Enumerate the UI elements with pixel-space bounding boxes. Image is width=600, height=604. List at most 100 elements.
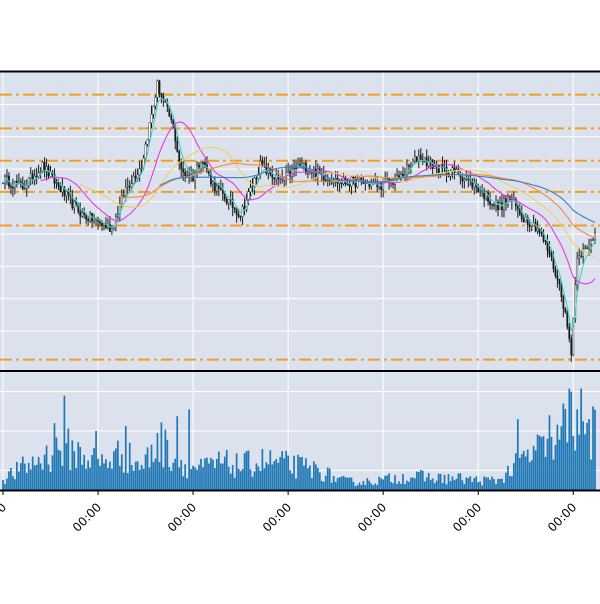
volume-bar [265, 462, 268, 490]
candle-body [295, 167, 297, 170]
volume-bar [198, 464, 200, 490]
x-tick-label: 00:00 [545, 500, 579, 534]
volume-bar [281, 451, 284, 490]
volume-bar [324, 475, 327, 490]
candle-body [358, 178, 361, 180]
volume-bar [586, 422, 588, 490]
candle-body [409, 164, 412, 167]
volume-bar [142, 468, 145, 490]
volume-bar [138, 469, 141, 490]
volume-bar [223, 456, 226, 490]
candle-body [348, 184, 351, 187]
candle-body [160, 93, 163, 97]
sma-20-line [40, 121, 596, 285]
candle-body [83, 212, 86, 215]
candle-body [303, 162, 305, 164]
volume-bar [305, 458, 307, 490]
volume-bar [528, 462, 531, 490]
volume-bar [350, 477, 353, 490]
volume-bar [53, 423, 56, 490]
volume-bar [392, 483, 394, 490]
candle-body [150, 114, 153, 123]
volume-bar [99, 465, 101, 490]
candle-body [180, 161, 183, 169]
volume-bar [109, 461, 111, 490]
candle-body [441, 164, 444, 168]
volume-bar [511, 476, 513, 490]
volume-bar [388, 473, 390, 490]
candle-body [204, 162, 206, 166]
volume-bar [271, 464, 274, 490]
candle-body [55, 182, 58, 184]
volume-bar [445, 484, 448, 490]
candle-body [528, 224, 531, 227]
candle-body [550, 254, 553, 257]
volume-bar [441, 482, 444, 490]
volume-bar [524, 456, 527, 490]
volume-bar [481, 485, 484, 490]
volume-bar [413, 478, 416, 490]
volume-bar [37, 456, 40, 490]
candle-body [568, 326, 571, 339]
volume-bar [57, 449, 60, 490]
volume-bar [116, 440, 119, 490]
candle-body [233, 207, 236, 210]
volume-bar [368, 480, 371, 490]
candle-body [239, 216, 242, 218]
volume-bar [103, 463, 105, 490]
volume-bar [406, 480, 408, 490]
volume-bar [111, 468, 113, 490]
volume-bar [455, 478, 458, 490]
volume-bar [124, 426, 127, 490]
candle-body [467, 178, 470, 180]
candle-body [95, 218, 97, 221]
volume-bar [344, 477, 347, 490]
candle-body [194, 172, 196, 181]
volume-bar [212, 459, 214, 490]
volume-bar [580, 388, 583, 490]
volume-bar [390, 482, 392, 490]
volume-bar [461, 480, 464, 490]
x-tick-label: 00:00 [165, 500, 199, 534]
x-tick-label: 00:00 [70, 500, 104, 534]
volume-bar [162, 467, 165, 490]
candle-body [584, 247, 587, 250]
candle-body [257, 174, 260, 179]
candle-body [21, 183, 24, 190]
volume-bar [556, 424, 559, 490]
volume-bar [166, 439, 169, 490]
volume-bar [346, 477, 349, 490]
volume-bar [4, 483, 6, 490]
volume-bar [279, 456, 282, 490]
candle-body [594, 232, 596, 240]
candle-body [120, 195, 123, 205]
volume-bar [544, 456, 547, 490]
volume-bar [91, 455, 93, 490]
candle-body [273, 177, 276, 180]
volume-bar [507, 465, 509, 490]
volume-bar [520, 454, 523, 490]
candle-body [439, 164, 442, 174]
candle-body [89, 212, 92, 221]
volume-bar [61, 465, 64, 490]
volume-bar [182, 476, 185, 490]
volume-bar [384, 475, 386, 490]
volume-bar [172, 462, 175, 490]
candle-body [235, 208, 238, 215]
volume-bar [429, 479, 432, 490]
candle-body [255, 177, 258, 179]
volume-bar [55, 437, 58, 490]
candle-body [37, 172, 40, 178]
volume-bar [572, 436, 575, 490]
volume-bar [489, 479, 491, 490]
volume-bar [534, 450, 537, 490]
volume-bar [342, 475, 345, 490]
candle-body [558, 278, 561, 284]
volume-bar [548, 415, 551, 490]
volume-bar [267, 464, 270, 490]
volume-bar [67, 428, 70, 490]
candle-body [293, 167, 295, 170]
candle-body [299, 163, 301, 166]
volume-bar [31, 456, 34, 490]
